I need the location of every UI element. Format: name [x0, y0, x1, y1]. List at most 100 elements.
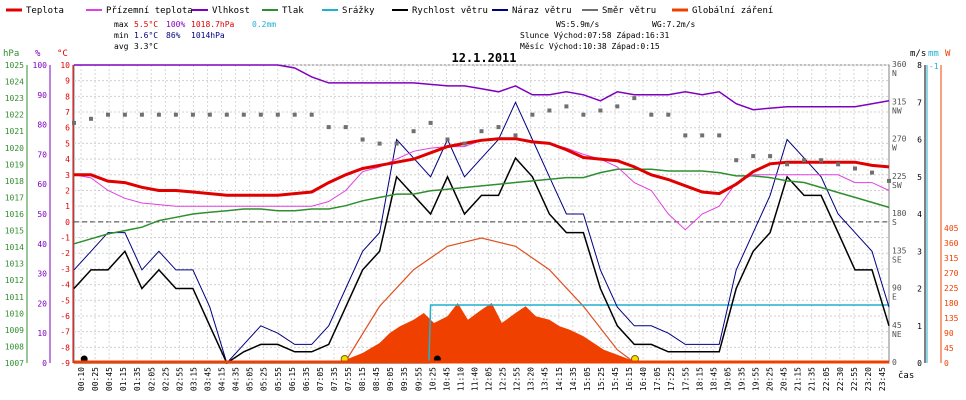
stats-moon-times: Měsíc Východ:10:38 Západ:0:15 [520, 42, 660, 51]
wind-direction-point [207, 112, 212, 117]
axis-tick-ms: 8 [917, 61, 922, 70]
axis-tick-ms: 4 [917, 210, 922, 219]
legend-item-vlhkost: Vlhkost [192, 6, 250, 16]
axis-tick-dir-deg: 270 [892, 135, 907, 144]
wind-direction-point [139, 112, 144, 117]
x-axis-ticks: 00:10 00:25 00:45 01:15 01:35 02:05 02:25 02:55… [77, 367, 887, 391]
x-tick-label: 12:05 [485, 367, 494, 391]
x-tick-label: 11:40 [471, 367, 480, 391]
wind-direction-point [734, 158, 739, 163]
x-tick-label: 17:55 [681, 367, 690, 391]
x-tick-label: 13:20 [527, 367, 536, 391]
series-smer-vetru [72, 96, 891, 183]
stats-wind-speed: WS:5.9m/s [556, 20, 600, 29]
x-tick-label: 17:25 [667, 367, 676, 391]
axis-tick-dir-name: E [892, 293, 897, 302]
x-tick-label: 02:05 [147, 367, 156, 391]
wind-direction-point [700, 133, 705, 138]
wind-direction-point [785, 162, 790, 167]
wind-direction-point [360, 137, 365, 142]
x-tick-label: 12:55 [513, 367, 522, 391]
axis-tick-degc: 6 [65, 124, 70, 133]
x-tick-label: 19:35 [738, 367, 747, 391]
x-tick-label: 07:55 [344, 367, 353, 391]
legend-label: Globální záření [692, 6, 773, 16]
legend-label: Směr větru [602, 6, 656, 16]
x-tick-label: 15:25 [597, 367, 606, 391]
wind-direction-point [241, 112, 246, 117]
axis-tick-w: 270 [944, 269, 959, 278]
axis-tick-ms: 6 [917, 136, 922, 145]
axis-tick-dir-name: S [892, 218, 897, 227]
x-tick-label: 10:25 [428, 367, 437, 391]
series-rychlost-vetru [73, 156, 890, 365]
axis-tick-degc: 0 [65, 218, 70, 227]
axis-tick-w: 0 [944, 359, 949, 368]
wind-direction-point [292, 112, 297, 117]
axis-tick-hpa: 1018 [5, 177, 24, 186]
series-tlak [73, 168, 890, 245]
axis-tick-w: 225 [944, 284, 959, 293]
axis-tick-degc: -5 [60, 296, 70, 305]
x-tick-label: 05:25 [260, 367, 269, 391]
x-tick-label: 07:05 [316, 367, 325, 391]
x-tick-label: 01:15 [119, 367, 128, 391]
legend-label: Rychlost větru [412, 6, 488, 16]
wind-direction-point [870, 170, 874, 175]
x-tick-label: 19:55 [752, 367, 761, 391]
wind-direction-point [89, 116, 93, 121]
x-tick-label: 09:55 [414, 367, 423, 391]
stats-max-humidity: 100% [166, 20, 185, 29]
wind-direction-point [377, 141, 382, 146]
series-layer [72, 64, 891, 365]
stats-avg-label: avg [114, 42, 129, 51]
axis-tick-degc: 3 [65, 171, 70, 180]
wind-direction-point [819, 158, 824, 163]
x-tick-label: 15:05 [583, 367, 592, 391]
legend-label: Vlhkost [212, 6, 250, 16]
axis-tick-w: 45 [944, 344, 954, 353]
axis-tick-hpa: 1020 [5, 144, 24, 153]
wind-direction-point [106, 112, 110, 117]
series-globalni-zareni-teoreticke [344, 237, 636, 364]
axis-tick-dir-deg: 90 [892, 284, 902, 293]
wind-direction-point [887, 178, 891, 183]
series-globalni-zareni [74, 303, 889, 363]
axis-tick-w: 180 [944, 299, 959, 308]
axis-tick-hpa: 1008 [5, 342, 24, 351]
legend: Teplota Přízemní teplota Vlhkost Tlak Sr… [6, 6, 773, 16]
wind-direction-point [309, 112, 314, 117]
wind-direction-point [156, 112, 161, 117]
x-tick-label: 14:15 [555, 367, 564, 391]
axis-tick-degc: -4 [60, 281, 70, 290]
wind-direction-point [717, 133, 722, 138]
x-tick-label: 06:35 [302, 367, 311, 391]
axis-tick-dir-name: N [892, 69, 897, 78]
axis-tick-hpa: 1014 [5, 243, 24, 252]
axis-tick-pct: 90 [37, 91, 47, 100]
x-tick-label: 22:55 [850, 367, 859, 391]
wind-direction-point [428, 120, 433, 125]
wind-direction-point [224, 112, 229, 117]
axis-tick-ms: 0 [917, 359, 922, 368]
wind-direction-point [615, 104, 620, 109]
axis-tick-pct: 10 [37, 329, 47, 338]
wind-direction-point [598, 108, 603, 113]
x-tick-label: 22:30 [836, 367, 845, 391]
x-tick-label: 19:05 [723, 367, 732, 391]
wind-direction-point [190, 112, 195, 117]
axis-tick-degc: 10 [60, 61, 70, 70]
axis-tick-pct: 60 [37, 180, 47, 189]
wind-direction-point [72, 120, 76, 125]
axis-tick-degc: -6 [60, 312, 70, 321]
axis-tick-hpa: 1019 [5, 160, 24, 169]
stats-min-pressure: 1014hPa [191, 31, 225, 40]
axis-tick-degc: -1 [60, 234, 70, 243]
x-tick-label: 14:35 [569, 367, 578, 391]
wind-direction-point [343, 125, 348, 130]
axis-tick-degc: 9 [65, 77, 70, 86]
x-tick-label: 06:15 [288, 367, 297, 391]
legend-item-teplota: Teplota [6, 6, 64, 16]
axis-title-cas: čas [898, 370, 914, 381]
axis-tick-hpa: 1015 [5, 227, 24, 236]
